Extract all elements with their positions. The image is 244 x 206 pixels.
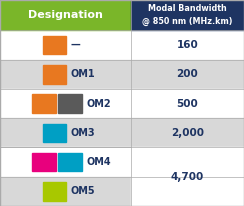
Bar: [32, 94, 56, 113]
Text: Modal Bandwidth
@ 850 nm (MHz.km): Modal Bandwidth @ 850 nm (MHz.km): [142, 4, 233, 26]
Bar: [43, 36, 66, 54]
Bar: [59, 94, 81, 113]
Bar: [0, 60, 131, 89]
Bar: [43, 65, 66, 84]
Text: 2,000: 2,000: [171, 128, 204, 138]
Bar: [32, 153, 56, 171]
Text: 160: 160: [176, 40, 198, 50]
Text: 4,700: 4,700: [171, 172, 204, 182]
Text: 200: 200: [176, 69, 198, 79]
Text: OM5: OM5: [71, 186, 95, 196]
Text: Designation: Designation: [28, 10, 103, 20]
Text: OM4: OM4: [86, 157, 111, 167]
Text: OM1: OM1: [71, 69, 95, 79]
Bar: [0, 118, 131, 147]
Bar: [0, 147, 131, 177]
Text: 500: 500: [176, 99, 198, 109]
Bar: [131, 118, 244, 147]
Bar: [59, 153, 81, 171]
Text: OM2: OM2: [86, 99, 111, 109]
Bar: [131, 147, 244, 177]
Bar: [131, 177, 244, 206]
Bar: [0, 0, 131, 30]
Bar: [43, 182, 66, 201]
Bar: [131, 0, 244, 30]
Bar: [131, 60, 244, 89]
Bar: [131, 30, 244, 60]
Text: —: —: [71, 40, 80, 50]
Bar: [131, 89, 244, 118]
Bar: [43, 124, 66, 142]
Text: OM3: OM3: [71, 128, 95, 138]
Bar: [0, 30, 131, 60]
Bar: [0, 89, 131, 118]
Bar: [0, 177, 131, 206]
